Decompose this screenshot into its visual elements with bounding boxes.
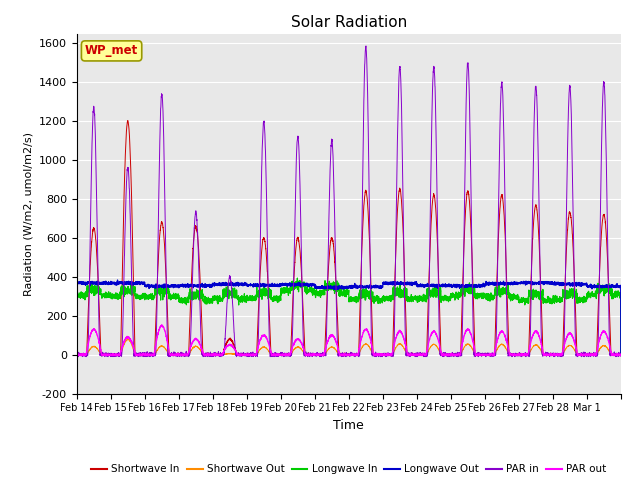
PAR out <box>76 353 84 359</box>
Longwave Out <box>398 281 406 287</box>
Longwave Out <box>617 352 625 358</box>
Shortwave In <box>124 118 132 123</box>
Shortwave Out <box>73 352 81 358</box>
Line: PAR out: PAR out <box>77 325 621 356</box>
Shortwave In <box>74 353 82 359</box>
PAR in <box>73 352 81 358</box>
Longwave In <box>369 299 377 304</box>
Longwave Out <box>369 284 377 290</box>
Y-axis label: Radiation (W/m2, umol/m2/s): Radiation (W/m2, umol/m2/s) <box>24 132 33 296</box>
Title: Solar Radiation: Solar Radiation <box>291 15 407 30</box>
Longwave Out <box>73 280 81 286</box>
Legend: Shortwave In, Shortwave Out, Longwave In, Longwave Out, PAR in, PAR out: Shortwave In, Shortwave Out, Longwave In… <box>87 460 611 479</box>
Shortwave Out <box>499 341 506 347</box>
PAR in <box>75 354 83 360</box>
PAR in <box>186 351 193 357</box>
PAR out <box>499 329 506 335</box>
Shortwave In <box>398 210 406 216</box>
PAR out <box>73 351 81 357</box>
PAR out <box>539 349 547 355</box>
PAR in <box>398 141 406 146</box>
Shortwave Out <box>539 351 547 357</box>
Shortwave Out <box>525 351 532 357</box>
Shortwave In <box>369 351 377 357</box>
Shortwave Out <box>617 352 625 358</box>
Longwave In <box>525 292 532 298</box>
Line: Longwave In: Longwave In <box>77 278 621 355</box>
Longwave Out <box>539 279 547 285</box>
Line: Shortwave Out: Shortwave Out <box>77 339 621 355</box>
Longwave Out <box>525 280 532 286</box>
Longwave In <box>398 293 406 299</box>
PAR out <box>186 346 194 351</box>
PAR in <box>369 352 377 358</box>
Shortwave Out <box>186 349 194 355</box>
Text: WP_met: WP_met <box>85 44 138 58</box>
Shortwave In <box>525 347 532 352</box>
Shortwave Out <box>103 352 111 358</box>
PAR in <box>362 43 370 49</box>
Longwave In <box>498 291 506 297</box>
Shortwave Out <box>124 336 132 342</box>
Shortwave In <box>539 349 547 355</box>
PAR in <box>499 81 506 87</box>
Longwave Out <box>498 280 506 286</box>
Longwave In <box>73 291 81 297</box>
PAR in <box>525 352 532 358</box>
Shortwave Out <box>369 352 377 358</box>
PAR out <box>398 331 406 337</box>
PAR in <box>539 351 547 357</box>
Line: Shortwave In: Shortwave In <box>77 120 621 356</box>
Shortwave In <box>73 351 81 357</box>
Shortwave In <box>499 192 506 197</box>
PAR out <box>369 349 377 355</box>
Line: Longwave Out: Longwave Out <box>77 280 621 355</box>
Shortwave Out <box>398 343 406 349</box>
Line: PAR in: PAR in <box>77 46 621 357</box>
Longwave In <box>186 291 193 297</box>
Longwave Out <box>186 283 193 289</box>
PAR in <box>617 352 625 358</box>
Longwave Out <box>114 277 122 283</box>
Longwave In <box>539 292 547 298</box>
PAR out <box>617 352 625 358</box>
Longwave In <box>294 275 301 281</box>
Longwave In <box>617 352 625 358</box>
X-axis label: Time: Time <box>333 419 364 432</box>
PAR out <box>525 348 532 354</box>
Shortwave In <box>617 352 625 358</box>
PAR out <box>158 322 166 328</box>
Shortwave In <box>186 320 194 326</box>
